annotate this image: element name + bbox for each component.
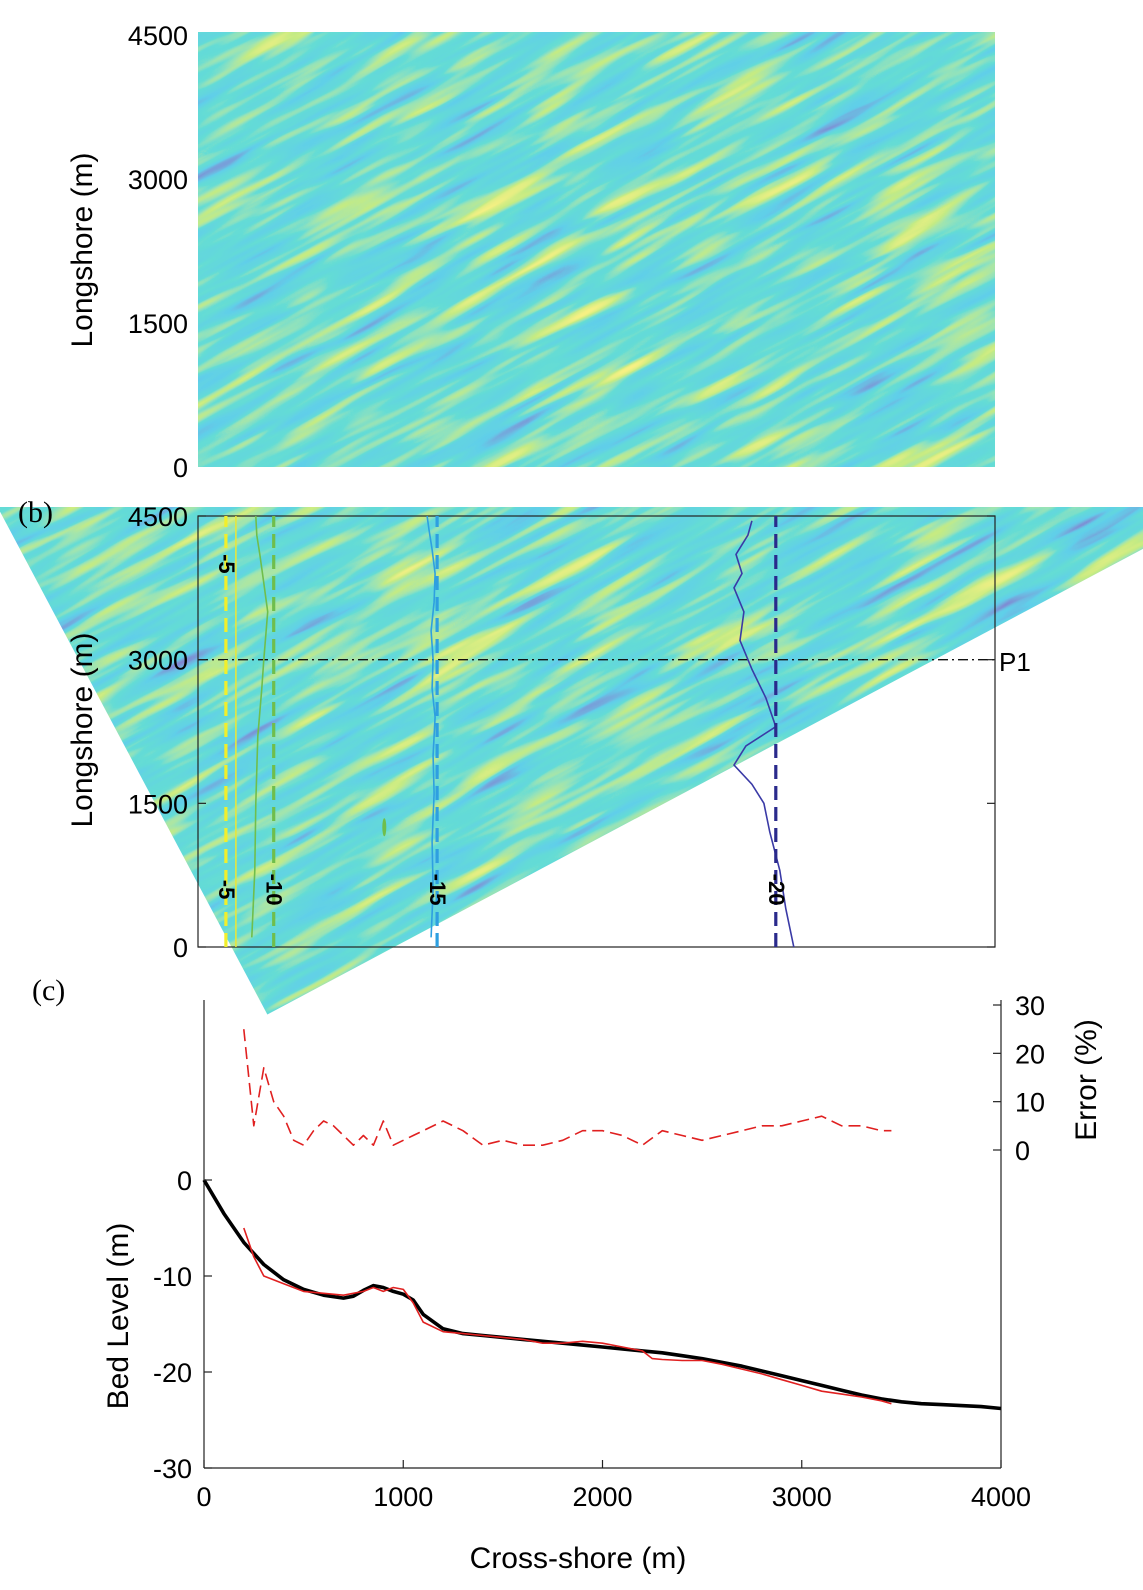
- series-error: [243, 1029, 892, 1146]
- panel-c-y2tick-10: 10: [1015, 1088, 1045, 1118]
- panel-c-ylabel: Bed Level (m): [102, 1223, 135, 1410]
- panel-a-ytick-3000: 3000: [128, 165, 188, 195]
- panel-c-xtick-2000: 2000: [572, 1482, 632, 1512]
- panel-c-y2label: Error (%): [1070, 1019, 1103, 1141]
- contour--10-estimated: [251, 515, 269, 938]
- panel-b-ytick-0: 0: [173, 933, 188, 963]
- panel-b: (b) -5 -5 -10 -15 -20 0 1500 3000 4500 P1 Longs…: [18, 496, 1031, 963]
- panel-c-y2tick-20: 20: [1015, 1039, 1045, 1069]
- panel-c-ytick--10: -10: [153, 1262, 192, 1292]
- panel-c-ytick-0: 0: [177, 1166, 192, 1196]
- contour-label-neg5-b: -5: [214, 880, 239, 900]
- panel-a-ytick-0: 0: [173, 453, 188, 483]
- series-bed-level-true: [202, 1179, 1002, 1411]
- panel-c-y2tick-0: 0: [1015, 1136, 1030, 1166]
- panel-c-ytick--20: -20: [153, 1358, 192, 1388]
- panel-c-ytick--30: -30: [153, 1454, 192, 1484]
- panel-c-xtick-4000: 4000: [971, 1482, 1031, 1512]
- panel-c-y2tick-30: 30: [1015, 991, 1045, 1021]
- panel-c-label: (c): [32, 974, 65, 1007]
- panel-a: (a) 0 1500 3000 4500 Longshore (m): [0, 0, 1143, 1015]
- panel-b-ytick-1500: 1500: [128, 789, 188, 819]
- panel-a-ylabel: Longshore (m): [66, 152, 99, 347]
- series-bed-level-estimated: [243, 1227, 892, 1405]
- panel-b-ytick-4500: 4500: [128, 502, 188, 532]
- panel-b-axes-box: [197, 515, 996, 948]
- panel-c-xlabel: Cross-shore (m): [470, 1542, 687, 1575]
- panel-c-xtick-1000: 1000: [373, 1482, 433, 1512]
- panel-b-label: (b): [18, 496, 53, 529]
- contour-label-neg5: -5: [214, 554, 239, 574]
- contour-fragment: [382, 818, 387, 837]
- panel-c-xtick-0: 0: [196, 1482, 211, 1512]
- contour-label-neg20: -20: [764, 874, 789, 906]
- contour-label-neg10: -10: [262, 874, 287, 906]
- panel-a-ytick-4500: 4500: [128, 21, 188, 51]
- panel-c-xtick-3000: 3000: [772, 1482, 832, 1512]
- contour--15-estimated: [426, 515, 436, 938]
- panel-a-ytick-1500: 1500: [128, 309, 188, 339]
- panel-b-ylabel: Longshore (m): [66, 632, 99, 827]
- profile-p1-label: P1: [999, 647, 1031, 677]
- panel-b-ytick-3000: 3000: [128, 646, 188, 676]
- contour--20-estimated: [732, 520, 795, 948]
- contour-label-neg15: -15: [425, 874, 450, 906]
